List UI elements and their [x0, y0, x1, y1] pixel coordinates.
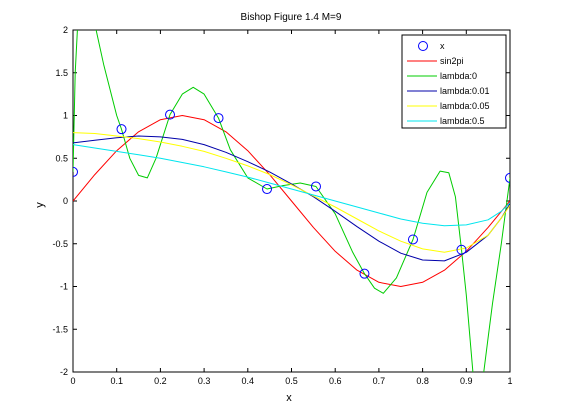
legend-box: [401, 34, 507, 129]
y-tick-label: 2: [63, 25, 68, 35]
y-axis-label: y: [34, 202, 46, 208]
x-tick-label: 0.8: [416, 376, 429, 386]
y-tick-label: -2: [60, 367, 68, 377]
chart-title: Bishop Figure 1.4 M=9: [241, 12, 342, 23]
y-tick-label: 0: [63, 196, 68, 206]
series-lines: [73, 30, 510, 372]
data-point-marker: [310, 181, 321, 192]
series-line-sin2pi: [73, 115, 510, 287]
legend-entry-label: sin2pi: [440, 56, 464, 66]
data-point-marker: [213, 113, 224, 124]
axis-ticks: 0 0.1 0.2 0.3 0.4 0.5 0.6 0.7 0.8 0.9 1 -2 -1.5 -1 -0.…: [52, 25, 512, 386]
series-line-lambda-0: [73, 30, 510, 372]
data-point-marker: [456, 244, 467, 255]
x-tick-label: 0.1: [110, 376, 123, 386]
legend-entry-label: x: [440, 41, 445, 51]
data-point-marker: [262, 184, 273, 195]
data-point-marker: [407, 234, 418, 245]
data-point-marker: [359, 268, 370, 279]
data-point-marker: [73, 166, 78, 177]
x-tick-label: 0: [70, 376, 75, 386]
x-tick-label: 0.4: [242, 376, 255, 386]
data-point-marker: [116, 124, 127, 135]
x-tick-label: 0.5: [285, 376, 298, 386]
data-point-markers: [73, 109, 510, 279]
x-axis-label: x: [286, 392, 292, 404]
x-tick-label: 1: [507, 376, 512, 386]
y-tick-label: 0.5: [55, 153, 68, 163]
x-tick-label: 0.6: [329, 376, 342, 386]
legend: x sin2pi lambda:0 lambda:0.01 lambda:0.05 lam…: [401, 34, 507, 129]
legend-entry-label: lambda:0: [440, 71, 477, 81]
data-point-marker: [165, 109, 176, 120]
x-tick-label: 0.7: [373, 376, 386, 386]
y-tick-label: -0.5: [52, 239, 68, 249]
y-tick-label: -1.5: [52, 324, 68, 334]
x-tick-label: 0.3: [198, 376, 211, 386]
legend-entry-label: lambda:0.01: [440, 86, 490, 96]
data-point-marker: [505, 172, 510, 183]
y-tick-label: 1: [63, 111, 68, 121]
x-tick-label: 0.9: [460, 376, 473, 386]
legend-entry-label: lambda:0.5: [440, 116, 485, 126]
legend-entry-label: lambda:0.05: [440, 101, 490, 111]
legend-marker-x: [418, 41, 428, 51]
x-tick-label: 0.2: [154, 376, 167, 386]
y-tick-label: -1: [60, 282, 68, 292]
y-tick-label: 1.5: [55, 68, 68, 78]
series-line-lambda-0-5: [73, 144, 510, 227]
series-line-lambda-0-05: [73, 132, 510, 253]
